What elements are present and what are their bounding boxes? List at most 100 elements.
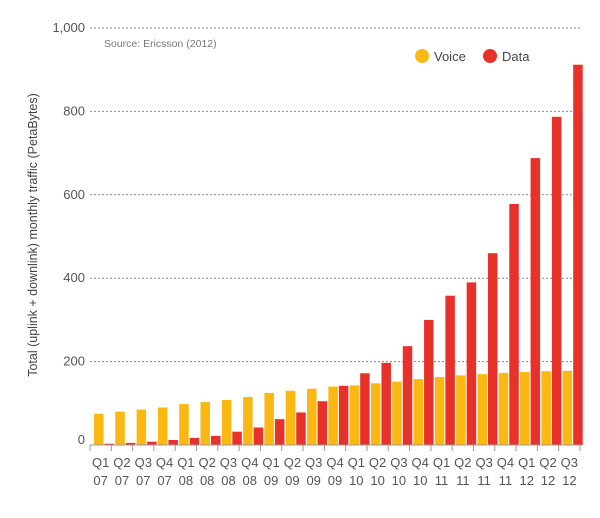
bar-voice [221,399,232,445]
bar-data [424,319,434,445]
bar-data [445,295,455,445]
x-tick-label-quarter: Q4 [326,455,343,470]
gridlines [90,27,580,363]
x-tick-label-year: 12 [541,473,555,488]
bar-data [296,412,306,445]
x-tick-label-year: 11 [477,473,491,488]
bar-voice [349,385,360,445]
y-tick-label: 800 [63,103,85,118]
bar-data [232,431,242,445]
bar-voice [520,372,530,445]
x-tick-label-quarter: Q2 [369,455,386,470]
bar-voice [328,386,338,445]
x-tick-label-year: 08 [200,473,214,488]
x-tick-label-quarter: Q3 [220,455,237,470]
legend: Voice Data [415,49,530,64]
legend-data-marker [483,49,497,63]
bar-voice [392,381,402,445]
bar-data [381,362,391,445]
x-tick-label-quarter: Q2 [199,455,216,470]
bar-data [530,158,541,445]
bar-data [168,439,178,445]
bars [94,64,583,446]
x-tick-label-quarter: Q1 [518,455,535,470]
x-tick-label-year: 09 [328,473,342,488]
x-tick-label-year: 09 [285,473,299,488]
x-tick-label-quarter: Q1 [433,455,450,470]
x-tick-label-quarter: Q1 [92,455,109,470]
bar-voice [498,372,509,445]
x-tick-label-year: 10 [392,473,406,488]
x-tick-label-year: 07 [157,473,171,488]
y-tick-label: 400 [63,270,85,285]
x-tick-label-year: 12 [520,473,534,488]
bar-data [573,64,583,446]
y-tick-label: 600 [63,187,85,202]
bar-data [509,203,519,445]
bar-voice [285,390,296,445]
bar-data [125,442,136,445]
bar-data [551,116,562,446]
bar-voice [477,374,487,445]
y-tick-label: 0 [78,432,85,447]
x-tick-label-year: 08 [243,473,257,488]
x-tick-label-quarter: Q4 [497,455,514,470]
bar-voice [115,411,125,445]
x-tick-label-quarter: Q2 [113,455,130,470]
x-tick-label-quarter: Q3 [475,455,492,470]
y-tick-label: 200 [63,354,85,369]
x-tick-label-quarter: Q2 [284,455,301,470]
x-tick-label-quarter: Q2 [454,455,471,470]
x-tick-label-year: 08 [179,473,193,488]
bar-voice [434,377,445,445]
bar-voice [200,402,211,445]
x-axis-ticks: Q1 07 Q2 07 Q3 07 Q4 07 Q1 08 Q2 08 Q3 08 Q4 08 Q1 09 Q2 09… [89,445,581,488]
x-tick-label-year: 07 [115,473,129,488]
x-tick-label-year: 12 [562,473,576,488]
x-tick-label-year: 09 [264,473,278,488]
bar-data [360,373,370,445]
chart-source: Source: Ericsson (2012) [104,38,217,50]
y-axis-label: Total (uplink + downlink) monthly traffi… [26,93,40,377]
bar-data [274,419,285,445]
bar-voice [541,371,551,445]
x-tick-label-year: 10 [370,473,384,488]
bar-voice [370,383,381,445]
x-tick-label-quarter: Q1 [177,455,194,470]
bar-voice [94,413,104,445]
x-tick-label-year: 09 [306,473,320,488]
x-tick-label-year: 11 [456,473,470,488]
bar-data [338,385,349,445]
bar-data [487,253,498,445]
bar-voice [456,375,466,445]
bar-data [147,441,157,445]
x-tick-label-year: 10 [349,473,363,488]
x-tick-label-quarter: Q3 [135,455,152,470]
bar-data [211,435,221,445]
bar-voice [413,379,424,445]
x-tick-label-quarter: Q1 [262,455,279,470]
x-tick-label-year: 11 [499,473,513,488]
bar-voice [307,388,317,445]
x-tick-label-quarter: Q4 [156,455,173,470]
bar-voice [179,404,189,445]
x-tick-label-quarter: Q3 [390,455,407,470]
x-tick-label-quarter: Q3 [305,455,322,470]
x-tick-label-year: 07 [93,473,107,488]
bar-data [253,427,264,445]
bar-voice [562,370,573,445]
bar-data [402,346,413,445]
bar-data [466,282,477,445]
legend-voice-label: Voice [434,49,466,64]
bar-data [317,401,328,445]
x-tick-label-year: 07 [136,473,150,488]
x-tick-label-quarter: Q4 [241,455,258,470]
x-tick-label-quarter: Q3 [561,455,578,470]
x-tick-label-year: 08 [221,473,235,488]
y-tick-label: 1,000 [52,20,85,35]
x-tick-label-quarter: Q4 [412,455,429,470]
legend-data-label: Data [502,49,530,64]
bar-voice [136,409,147,445]
legend-voice-marker [415,49,429,63]
